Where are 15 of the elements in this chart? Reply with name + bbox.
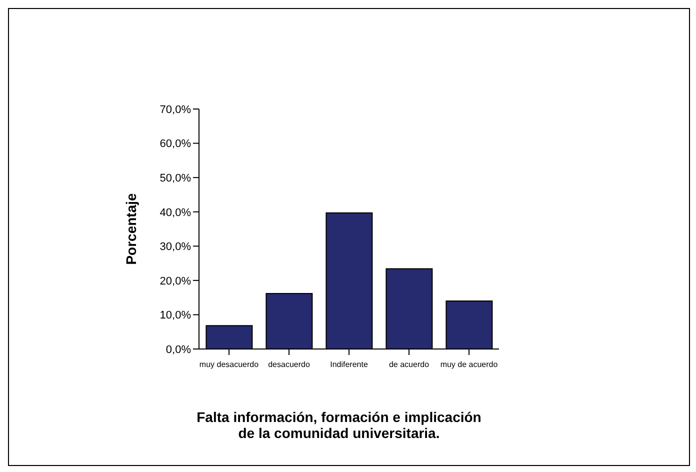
y-tick-label: 30,0% — [160, 241, 192, 254]
y-tick-label: 60,0% — [160, 138, 192, 150]
y-tick-label: 70,0% — [160, 104, 192, 116]
x-axis-title: Falta información, formación e implicación de la comunidad universitaria. — [196, 409, 482, 441]
x-tick-label: muy desacuerdo — [199, 360, 260, 369]
y-axis-title: Porcentaje — [122, 192, 139, 265]
x-tick-label: de acuerdo — [388, 360, 430, 369]
x-tick-label: desacuerdo — [268, 360, 310, 369]
x-tick-label: muy de acuerdo — [440, 360, 498, 369]
y-tick-label: 50,0% — [160, 172, 192, 184]
y-tick-label: 40,0% — [160, 206, 192, 219]
x-tick-label: Indiferente — [330, 360, 368, 369]
y-tick-label: 10,0% — [160, 310, 192, 322]
y-tick-label: 0,0% — [166, 344, 192, 356]
y-tick-label: 20,0% — [160, 275, 192, 288]
